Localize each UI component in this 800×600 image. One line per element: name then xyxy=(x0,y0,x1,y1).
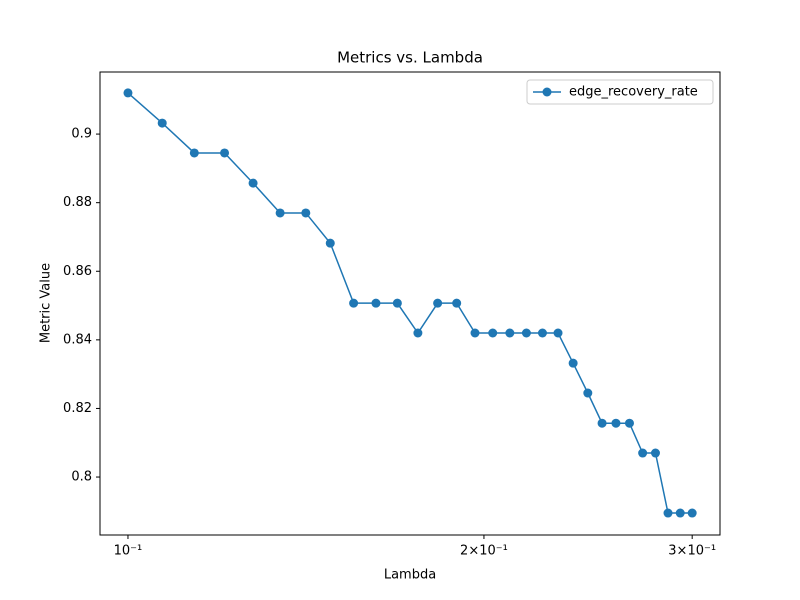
point xyxy=(371,298,381,308)
point xyxy=(687,508,697,518)
x-tick-label: 3×10⁻¹ xyxy=(668,544,716,559)
y-tick-label: 0.82 xyxy=(63,401,92,416)
y-tick-label: 0.9 xyxy=(71,127,92,142)
point xyxy=(220,148,230,158)
legend xyxy=(526,79,714,105)
point xyxy=(248,178,258,188)
line xyxy=(127,92,693,514)
point xyxy=(650,448,660,458)
x-tick-label: 10⁻¹ xyxy=(114,544,143,559)
point xyxy=(488,328,498,338)
point xyxy=(638,448,648,458)
point xyxy=(123,88,133,98)
point xyxy=(349,298,359,308)
point xyxy=(568,358,578,368)
point xyxy=(392,298,402,308)
point xyxy=(275,208,285,218)
y-axis-label: Metric Value xyxy=(39,263,54,343)
x-tick-label: 2×10⁻¹ xyxy=(460,544,508,559)
y-tick-label: 0.86 xyxy=(63,264,92,279)
x-axis-label: Lambda xyxy=(384,568,436,583)
point xyxy=(583,388,593,398)
point xyxy=(521,328,531,338)
point xyxy=(553,328,563,338)
point xyxy=(663,508,673,518)
point xyxy=(433,298,443,308)
plot-frame xyxy=(99,71,721,536)
point xyxy=(470,328,480,338)
point xyxy=(452,298,462,308)
point xyxy=(157,118,167,128)
point xyxy=(675,508,685,518)
point xyxy=(624,418,634,428)
point xyxy=(597,418,607,428)
y-tick-label: 0.8 xyxy=(71,470,92,485)
point xyxy=(505,328,515,338)
y-tick-label: 0.88 xyxy=(63,195,92,210)
point xyxy=(537,328,547,338)
legend-label: edge_recovery_rate xyxy=(569,85,698,100)
point xyxy=(325,238,335,248)
legend-marker xyxy=(542,87,552,97)
point xyxy=(413,328,423,338)
point xyxy=(611,418,621,428)
chart-title: Metrics vs. Lambda xyxy=(337,49,483,67)
point xyxy=(189,148,199,158)
point xyxy=(301,208,311,218)
y-tick-label: 0.84 xyxy=(63,332,92,347)
